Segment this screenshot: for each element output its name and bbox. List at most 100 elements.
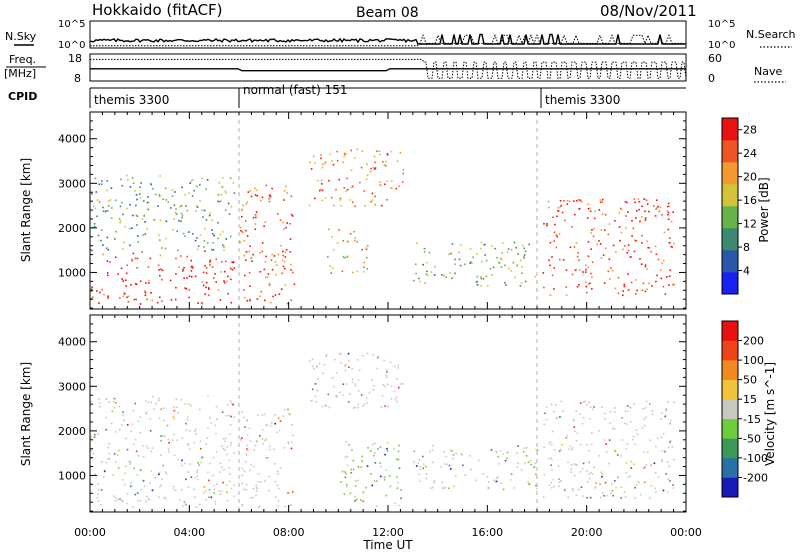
scatter-cell (196, 237, 198, 239)
scatter-cell (345, 485, 348, 488)
scatter-cell (220, 260, 223, 263)
scatter-cell (245, 483, 248, 486)
scatter-cell (136, 224, 138, 226)
scatter-cell (160, 440, 162, 442)
scatter-cell (316, 365, 318, 367)
scatter-cell (555, 234, 558, 236)
scatter-cell (649, 403, 651, 405)
scatter-cell (245, 418, 248, 421)
scatter-cell (193, 441, 195, 444)
scatter-cell (100, 489, 103, 491)
scatter-cell (482, 473, 484, 475)
scatter-cell (107, 458, 109, 460)
scatter-cell (110, 217, 113, 219)
scatter-cell (623, 422, 626, 425)
scatter-cell (593, 466, 595, 469)
scatter-cell (616, 454, 619, 456)
scatter-cell (252, 253, 254, 256)
scatter-cell (569, 246, 572, 249)
scatter-cell (629, 460, 632, 463)
scatter-cell (203, 240, 206, 242)
scatter-cell (215, 432, 217, 435)
scatter-cell (634, 293, 637, 295)
scatter-cell (645, 464, 648, 466)
scatter-cell (622, 294, 624, 297)
scatter-cell (136, 474, 139, 476)
scatter-cell (548, 442, 551, 445)
scatter-cell (90, 436, 93, 438)
scatter-cell (182, 268, 184, 271)
colorbar-tick-label: -50 (743, 432, 761, 445)
scatter-cell (452, 454, 454, 456)
scatter-cell (144, 400, 147, 402)
scatter-cell (136, 492, 139, 494)
power-ylabel: Slant Range [km] (19, 158, 33, 262)
scatter-cell (339, 353, 341, 355)
scatter-cell (284, 284, 287, 286)
scatter-cell (224, 440, 226, 443)
scatter-cell (389, 485, 392, 488)
scatter-cell (551, 430, 554, 433)
scatter-cell (212, 277, 215, 279)
scatter-cell (309, 360, 311, 362)
scatter-cell (279, 219, 282, 221)
scatter-cell (638, 208, 640, 211)
scatter-cell (648, 282, 650, 285)
scatter-cell (396, 378, 398, 380)
scatter-cell (567, 461, 569, 464)
scatter-cell (245, 454, 248, 456)
scatter-cell (667, 205, 669, 208)
scatter-cell (223, 249, 225, 251)
scatter-cell (125, 279, 127, 281)
scatter-cell (284, 256, 287, 258)
nsky-trace (89, 33, 686, 45)
scatter-cell (208, 496, 210, 498)
scatter-cell (574, 430, 576, 433)
scatter-cell (505, 284, 507, 286)
scatter-cell (158, 296, 161, 298)
scatter-cell (219, 299, 222, 301)
scatter-cell (636, 289, 638, 292)
scatter-cell (588, 207, 591, 210)
scatter-cell (247, 191, 250, 193)
scatter-cell (98, 183, 100, 186)
scatter-cell (218, 182, 221, 184)
scatter-cell (625, 227, 627, 229)
scatter-cell (229, 177, 232, 179)
scatter-cell (398, 467, 401, 469)
scatter-cell (115, 230, 117, 233)
scatter-cell (365, 248, 368, 250)
scatter-cell (318, 189, 321, 192)
scatter-cell (268, 284, 271, 286)
scatter-cell (589, 418, 591, 420)
scatter-cell (662, 285, 665, 288)
scatter-cell (579, 199, 582, 202)
scatter-cell (253, 465, 255, 468)
scatter-cell (191, 265, 193, 267)
scatter-cell (119, 205, 122, 208)
scatter-cell (342, 383, 344, 385)
scatter-cell (594, 487, 596, 489)
scatter-cell (385, 376, 388, 379)
scatter-cell (136, 215, 139, 217)
scatter-cell (271, 268, 274, 271)
colorbar-swatch (722, 399, 738, 420)
scatter-cell (591, 276, 593, 278)
scatter-cell (148, 201, 150, 203)
freq-unit: [MHz] (4, 67, 36, 80)
scatter-cell (230, 444, 232, 447)
scatter-cell (558, 258, 561, 261)
scatter-cell (534, 484, 537, 487)
scatter-cell (460, 453, 462, 455)
scatter-cell (494, 247, 496, 250)
scatter-cell (459, 244, 462, 246)
scatter-cell (351, 378, 354, 380)
scatter-cell (150, 470, 153, 472)
scatter-cell (283, 260, 286, 263)
scatter-cell (343, 493, 346, 495)
scatter-cell (144, 290, 146, 293)
scatter-cell (123, 483, 126, 486)
scatter-cell (349, 233, 352, 235)
scatter-cell (400, 383, 403, 385)
scatter-cell (385, 165, 387, 167)
